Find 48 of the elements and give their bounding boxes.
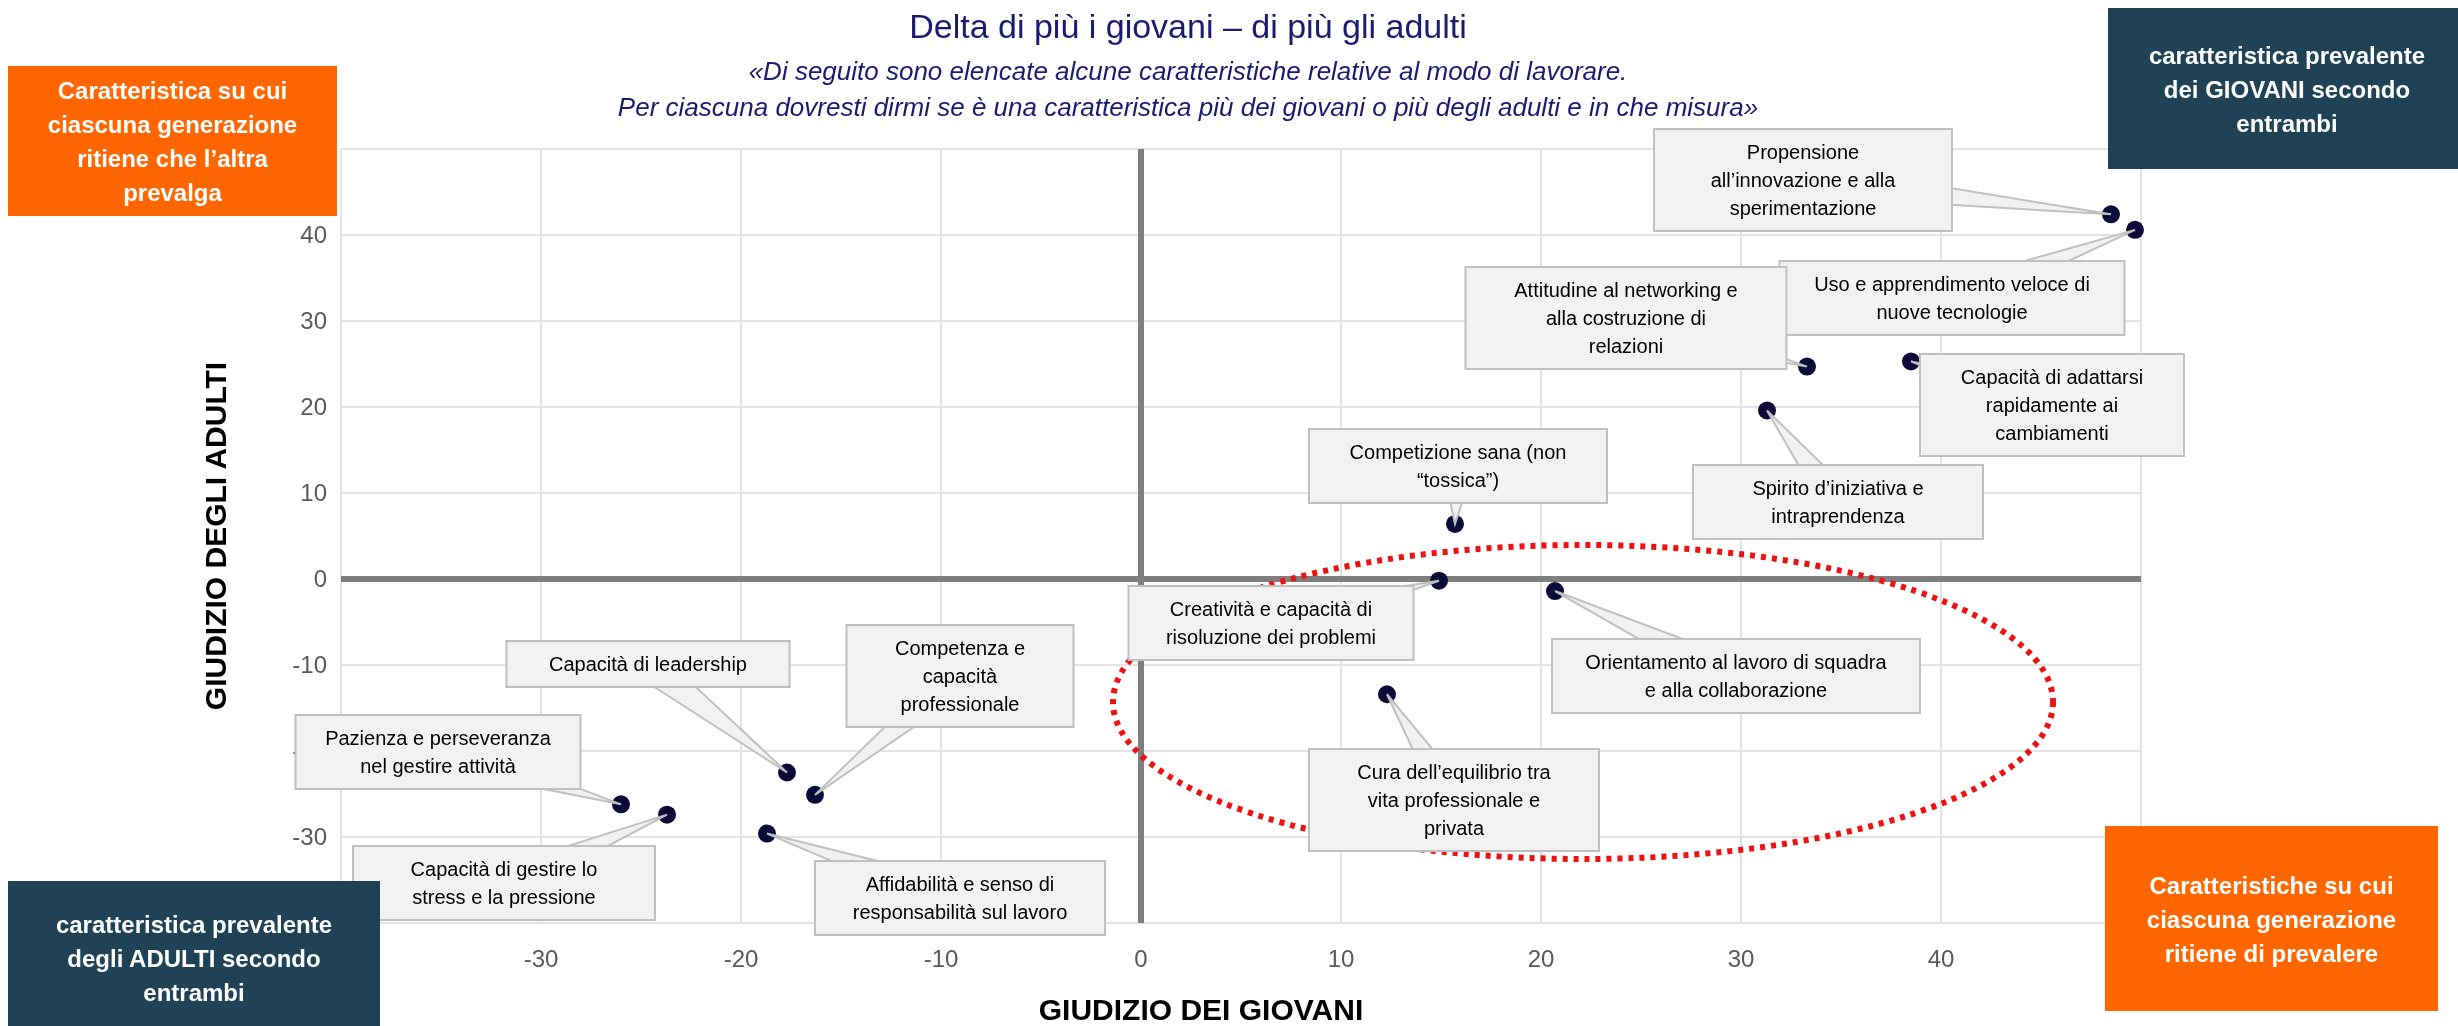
chart-title: Delta di più i giovani – di più gli adulti xyxy=(909,7,1467,45)
callout: Creatività e capacità di risoluzione dei problemi xyxy=(1127,579,1440,661)
y-tick-label: -10 xyxy=(292,651,327,678)
annotation: Propensione all’innovazione e alla sperimentazione xyxy=(1710,141,1897,219)
annotation: Competenza e capacità professionale xyxy=(894,637,1026,715)
callout: Capacità di adattarsi rapidamente ai cambiamenti xyxy=(1910,353,2185,457)
callout: Affidabilità e senso di responsabilità sul lavoro xyxy=(766,832,1106,936)
callout: Spirito d’iniziativa e intraprendenza xyxy=(1692,409,1984,540)
x-tick-label: -30 xyxy=(523,945,559,972)
text-box: caratteristica prevalente dei GIOVANI secondo entrambi xyxy=(2108,8,2458,169)
callout: Competizione sana (non “tossica”) xyxy=(1308,428,1608,528)
callout: Attitudine al networking e alla costruzione di relazioni xyxy=(1464,266,1808,370)
annotation: Competizione sana (non “tossica”) xyxy=(1349,441,1567,491)
annotation: Capacità di gestire lo stress e la pressione xyxy=(410,858,598,908)
callout: Orientamento al lavoro di squadra e alla collaborazione xyxy=(1551,590,1921,714)
callout: Pazienza e perseveranza nel gestire attività xyxy=(294,714,622,806)
y-tick-label: 40 xyxy=(300,221,327,248)
annotation: Spirito d’iniziativa e intraprendenza xyxy=(1752,477,1924,527)
annotation: Cura dell’equilibrio tra vita professionale e privata xyxy=(1357,761,1552,839)
callout: Propensione all’innovazione e alla sperimentazione xyxy=(1653,128,2112,232)
callout: Cura dell’equilibrio tra vita professionale e privata xyxy=(1308,693,1600,852)
text-box: caratteristica prevalente degli ADULTI secondo entrambi xyxy=(8,881,380,1026)
y-tick-label: 0 xyxy=(313,565,327,592)
annotation: Uso e apprendimento veloce di nuove tecnologie xyxy=(1814,273,2090,323)
y-axis-title: GIUDIZIO DEGLI ADULTI xyxy=(199,361,232,711)
x-tick-label: 40 xyxy=(1927,945,1955,972)
x-axis-title: GIUDIZIO DEI GIOVANI xyxy=(1038,993,1364,1026)
x-tick-label: 30 xyxy=(1727,945,1755,972)
text-box: Caratteristica su cui ciascuna generazione ritiene che l’altra prevalga xyxy=(8,66,337,216)
x-tick-label: 20 xyxy=(1527,945,1555,972)
annotation: Capacità di leadership xyxy=(549,653,747,675)
annotation: Attitudine al networking e alla costruzione di relazioni xyxy=(1514,279,1738,357)
x-tick-label: 10 xyxy=(1327,945,1355,972)
callout: Capacità di gestire lo stress e la pressione xyxy=(352,813,668,921)
y-tick-label: 10 xyxy=(300,479,327,506)
x-tick-label: -20 xyxy=(723,945,759,972)
y-tick-label: 30 xyxy=(300,307,327,334)
annotation: Creatività e capacità di risoluzione dei problemi xyxy=(1165,598,1377,648)
x-tick-label: -10 xyxy=(923,945,959,972)
x-tick-label: 0 xyxy=(1134,945,1148,972)
y-tick-label: -30 xyxy=(292,823,327,850)
callout: Uso e apprendimento veloce di nuove tecnologie xyxy=(1778,228,2136,336)
annotation: Affidabilità e senso di responsabilità sul lavoro xyxy=(852,873,1068,923)
chart-subtitle: «Di seguito sono elencate alcune caratteristiche relative al modo di lavorare. Per ciascuna dovresti dirmi se è una caratteristica più dei giovani o più degli adulti e in che misura» xyxy=(617,56,1759,122)
text-box: Caratteristiche su cui ciascuna generazione ritiene di prevalere xyxy=(2105,826,2438,1011)
annotation: Pazienza e perseveranza nel gestire attività xyxy=(325,727,552,777)
y-tick-label: 20 xyxy=(300,393,327,420)
callout: Competenza e capacità professionale xyxy=(814,624,1075,796)
